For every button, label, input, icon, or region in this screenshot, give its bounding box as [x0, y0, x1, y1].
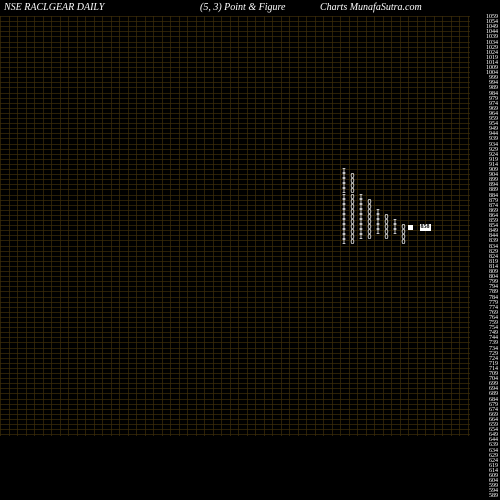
- grid-line-h: [0, 393, 470, 394]
- symbol-title: NSE RACLGEAR DAILY: [4, 2, 104, 13]
- pf-o-mark: O: [349, 240, 357, 245]
- price-axis: 1059105410491044103910341029102410191014…: [472, 16, 498, 496]
- grid-line-h: [0, 205, 470, 206]
- pf-o-mark: O: [383, 235, 391, 240]
- grid-line-h: [0, 424, 470, 425]
- pf-x-mark: I: [391, 230, 399, 235]
- pf-x-mark: I: [357, 235, 365, 240]
- grid-line-h: [0, 276, 470, 277]
- grid-line-h: [0, 154, 470, 155]
- pf-x-mark: I: [340, 240, 348, 245]
- grid-line-h: [0, 322, 470, 323]
- grid-line-h: [0, 337, 470, 338]
- pf-o-mark: O: [366, 235, 374, 240]
- grid-line-h: [0, 388, 470, 389]
- grid-line-h: [0, 383, 470, 384]
- grid-line-h: [0, 179, 470, 180]
- price-callout: 858: [420, 224, 431, 231]
- grid-line-h: [0, 414, 470, 415]
- grid-line-h: [0, 31, 470, 32]
- grid-line-h: [0, 67, 470, 68]
- grid-line-h: [0, 210, 470, 211]
- grid-line-h: [0, 266, 470, 267]
- grid-line-h: [0, 215, 470, 216]
- grid-line-h: [0, 133, 470, 134]
- grid-line-h: [0, 429, 470, 430]
- grid-line-h: [0, 47, 470, 48]
- grid-line-h: [0, 174, 470, 175]
- grid-line-h: [0, 128, 470, 129]
- grid-line-h: [0, 220, 470, 221]
- grid-line-h: [0, 297, 470, 298]
- grid-line-h: [0, 62, 470, 63]
- grid-line-h: [0, 434, 470, 435]
- grid-line-h: [0, 373, 470, 374]
- pf-x-mark: I: [374, 230, 382, 235]
- grid-line-h: [0, 82, 470, 83]
- grid-line-h: [0, 87, 470, 88]
- pf-o-mark: O: [400, 240, 408, 245]
- grid-line-h: [0, 144, 470, 145]
- grid-line-h: [0, 358, 470, 359]
- grid-line-h: [0, 332, 470, 333]
- grid-line-h: [0, 261, 470, 262]
- grid-line-h: [0, 42, 470, 43]
- grid-line-h: [0, 286, 470, 287]
- grid-line-h: [0, 52, 470, 53]
- grid-line-h: [0, 113, 470, 114]
- grid-line-h: [0, 164, 470, 165]
- grid-line-h: [0, 368, 470, 369]
- grid-line-h: [0, 378, 470, 379]
- grid-line-h: [0, 16, 470, 17]
- grid-line-h: [0, 138, 470, 139]
- grid-line-h: [0, 149, 470, 150]
- grid-line-h: [0, 108, 470, 109]
- grid-line-h: [0, 93, 470, 94]
- source-credit: Charts MunafaSutra.com: [320, 2, 422, 13]
- grid-line-h: [0, 200, 470, 201]
- grid-line-h: [0, 307, 470, 308]
- price-label: 589: [472, 494, 498, 499]
- chart-header: NSE RACLGEAR DAILY (5, 3) Point & Figure…: [0, 2, 500, 16]
- grid-line-h: [0, 312, 470, 313]
- grid-line-h: [0, 256, 470, 257]
- grid-line-h: [0, 409, 470, 410]
- chart-params: (5, 3) Point & Figure: [200, 2, 285, 13]
- grid-line-h: [0, 348, 470, 349]
- grid-line-h: [0, 26, 470, 27]
- grid-line-h: [0, 195, 470, 196]
- grid-line-h: [0, 169, 470, 170]
- grid-line-h: [0, 103, 470, 104]
- grid-line-h: [0, 77, 470, 78]
- grid-line-h: [0, 327, 470, 328]
- grid-line-h: [0, 189, 470, 190]
- grid-line-h: [0, 184, 470, 185]
- grid-line-h: [0, 98, 470, 99]
- grid-line-h: [0, 118, 470, 119]
- grid-line-h: [0, 271, 470, 272]
- grid-line-h: [0, 246, 470, 247]
- point-figure-chart: IIIIIIIIIIIIIIIOOOOOOOOOOOOOOIIIIIIIIIOO…: [0, 16, 470, 436]
- current-price-marker: [408, 225, 413, 230]
- grid-line-h: [0, 251, 470, 252]
- grid-line-h: [0, 21, 470, 22]
- grid-line-h: [0, 399, 470, 400]
- grid-line-h: [0, 291, 470, 292]
- grid-line-h: [0, 342, 470, 343]
- grid-line-h: [0, 353, 470, 354]
- grid-line-h: [0, 123, 470, 124]
- grid-line-h: [0, 72, 470, 73]
- grid-line-h: [0, 419, 470, 420]
- grid-line-h: [0, 363, 470, 364]
- grid-line-h: [0, 302, 470, 303]
- grid-line-h: [0, 317, 470, 318]
- grid-line-h: [0, 281, 470, 282]
- grid-line-h: [0, 404, 470, 405]
- grid-line-h: [0, 57, 470, 58]
- grid-line-h: [0, 36, 470, 37]
- grid-line-h: [0, 159, 470, 160]
